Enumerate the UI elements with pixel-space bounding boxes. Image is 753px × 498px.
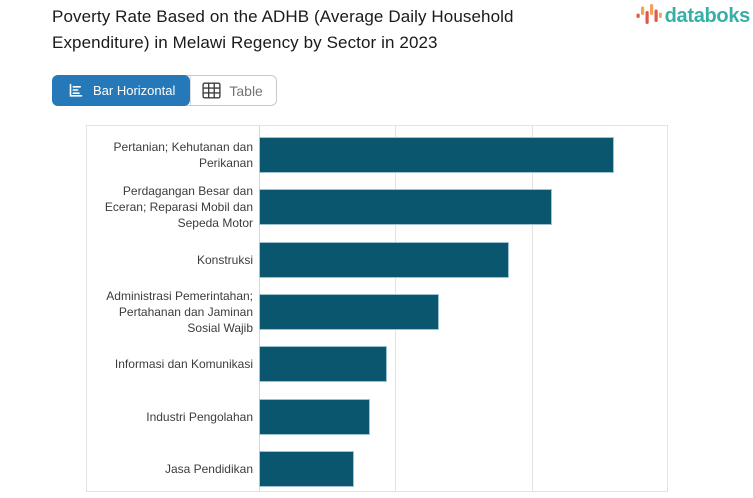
category-label: Informasi dan Komunikasi [114, 357, 253, 372]
category-label: Administrasi Pemerintahan; Pertahanan da… [106, 289, 253, 335]
view-switcher: Bar Horizontal Table [52, 75, 277, 106]
databoks-logo-text: databoks [664, 4, 751, 27]
tab-label: Table [229, 82, 263, 99]
value-bar[interactable] [259, 294, 439, 330]
category-label: Perdagangan Besar dan Eceran; Reparasi M… [104, 184, 253, 231]
table-grid-icon [201, 80, 222, 101]
category-label: Pertanian; Kehutanan dan Perikanan [113, 140, 253, 170]
x-gridline [532, 126, 533, 491]
tab-table[interactable]: Table [190, 76, 275, 105]
category-label: Konstruksi [196, 252, 253, 267]
bar-horizontal-icon [67, 82, 84, 99]
tab-label: Bar Horizontal [93, 83, 176, 98]
category-label: Jasa Pendidikan [164, 462, 253, 476]
databoks-logo[interactable]: databoks [636, 3, 750, 29]
tab-bar-horizontal[interactable]: Bar Horizontal [52, 75, 191, 106]
databoks-pulse-bars-icon [636, 3, 662, 29]
value-bar[interactable] [259, 346, 388, 383]
value-bar[interactable] [259, 137, 614, 173]
category-label: Industri Pengolahan [146, 409, 253, 424]
page-title: Poverty Rate Based on the ADHB (Average … [52, 7, 514, 52]
chart-card: Pertanian; Kehutanan dan Perikanan Perdag… [86, 125, 668, 492]
value-bar[interactable] [259, 398, 370, 435]
value-bar[interactable] [259, 241, 509, 278]
value-bar[interactable] [259, 451, 354, 487]
value-bar[interactable] [259, 189, 552, 226]
